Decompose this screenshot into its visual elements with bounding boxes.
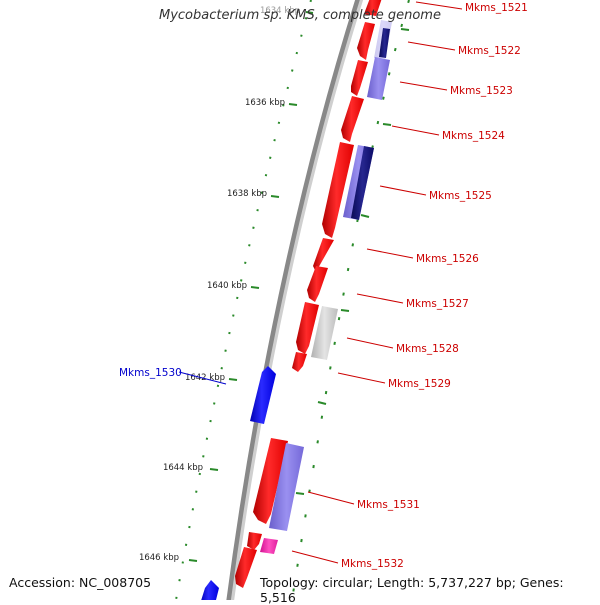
leader-line — [399, 81, 448, 91]
tick-label: 1634 kbp — [260, 6, 300, 16]
tick-mark — [305, 11, 314, 14]
tick-marks — [188, 11, 314, 562]
leader-line — [291, 550, 339, 564]
tick-mark — [317, 401, 327, 405]
feature-bar — [367, 57, 390, 100]
tick-label: 1644 kbp — [163, 463, 203, 473]
gene-arrow[interactable] — [322, 142, 354, 238]
accession-label: Accession: NC_008705 — [9, 575, 152, 590]
tick-mark — [400, 28, 410, 31]
leader-line — [178, 371, 227, 385]
gene-arrow[interactable] — [292, 352, 307, 372]
tick-mark — [382, 123, 392, 126]
gene-arrow[interactable] — [247, 532, 262, 550]
gene-arrow[interactable] — [250, 366, 276, 424]
gene-label[interactable]: Mkms_1526 — [416, 253, 479, 265]
genome-summary: Topology: circular; Length: 5,737,227 bp… — [260, 575, 564, 605]
tick-label: 1640 kbp — [207, 281, 247, 291]
gene-label[interactable]: Mkms_1529 — [388, 378, 451, 390]
gene-label[interactable]: Mkms_1521 — [465, 2, 528, 14]
leader-line — [379, 185, 427, 196]
tick-label: 1642 kbp — [185, 373, 225, 383]
tick-mark — [188, 559, 198, 562]
tick-mark — [288, 103, 298, 106]
leader-line — [407, 41, 456, 51]
gene-label[interactable]: Mkms_1528 — [396, 343, 459, 355]
leader-line — [307, 491, 355, 505]
backbone — [226, 0, 360, 600]
gene-label[interactable]: Mkms_1527 — [406, 298, 469, 310]
gene-arrow[interactable] — [351, 60, 368, 96]
feature-bar — [351, 146, 374, 220]
feature-bar — [379, 28, 390, 58]
leader-line — [346, 337, 394, 349]
gene-arrow[interactable] — [200, 580, 219, 600]
backbone-shadow — [227, 0, 364, 600]
feature-bars — [260, 20, 392, 554]
gene-label[interactable]: Mkms_1531 — [357, 499, 420, 511]
gene-label[interactable]: Mkms_1524 — [442, 130, 505, 142]
tick-label: 1646 kbp — [139, 553, 179, 563]
gene-arrow[interactable] — [313, 238, 334, 272]
gene-labels: Mkms_1521 Mkms_1522 Mkms_1523 Mkms_1524 … — [119, 2, 528, 570]
leader-line — [366, 248, 414, 259]
gene-label[interactable]: Mkms_1523 — [450, 85, 513, 97]
gene-arrow[interactable] — [364, 0, 382, 16]
tick-mark — [250, 286, 260, 289]
inner-ticks — [295, 28, 410, 495]
tick-labels: 1634 kbp 1636 kbp 1638 kbp 1640 kbp 1642… — [139, 6, 300, 563]
tick-label: 1638 kbp — [227, 189, 267, 199]
tick-mark — [295, 492, 305, 495]
tick-mark — [340, 309, 350, 312]
gene-arrow[interactable] — [235, 547, 257, 588]
feature-bar — [260, 538, 278, 554]
feature-bar — [269, 443, 304, 531]
tick-mark — [228, 378, 238, 381]
map-title: Mycobacterium sp. KMS, complete genome — [159, 8, 441, 23]
gene-label[interactable]: Mkms_1530 — [119, 367, 182, 379]
gene-arrow[interactable] — [307, 266, 328, 302]
leader-line — [356, 293, 404, 304]
tick-label: 1636 kbp — [245, 98, 285, 108]
tick-mark — [270, 195, 280, 198]
gene-arrow[interactable] — [357, 22, 375, 60]
leader-line — [337, 372, 386, 384]
tick-mark — [360, 214, 370, 218]
feature-bar — [311, 306, 338, 360]
tick-mark — [209, 468, 219, 471]
gene-label[interactable]: Mkms_1522 — [458, 45, 521, 57]
gene-label[interactable]: Mkms_1525 — [429, 190, 492, 202]
forward-genes — [235, 0, 382, 588]
gene-arrow[interactable] — [253, 438, 288, 524]
gene-arrow[interactable] — [296, 302, 319, 354]
leader-line — [391, 125, 440, 136]
reverse-genes — [200, 366, 276, 600]
gene-label[interactable]: Mkms_1532 — [341, 558, 404, 570]
gene-arrow[interactable] — [341, 96, 364, 142]
label-leaders — [178, 1, 463, 564]
leader-line — [415, 1, 463, 10]
